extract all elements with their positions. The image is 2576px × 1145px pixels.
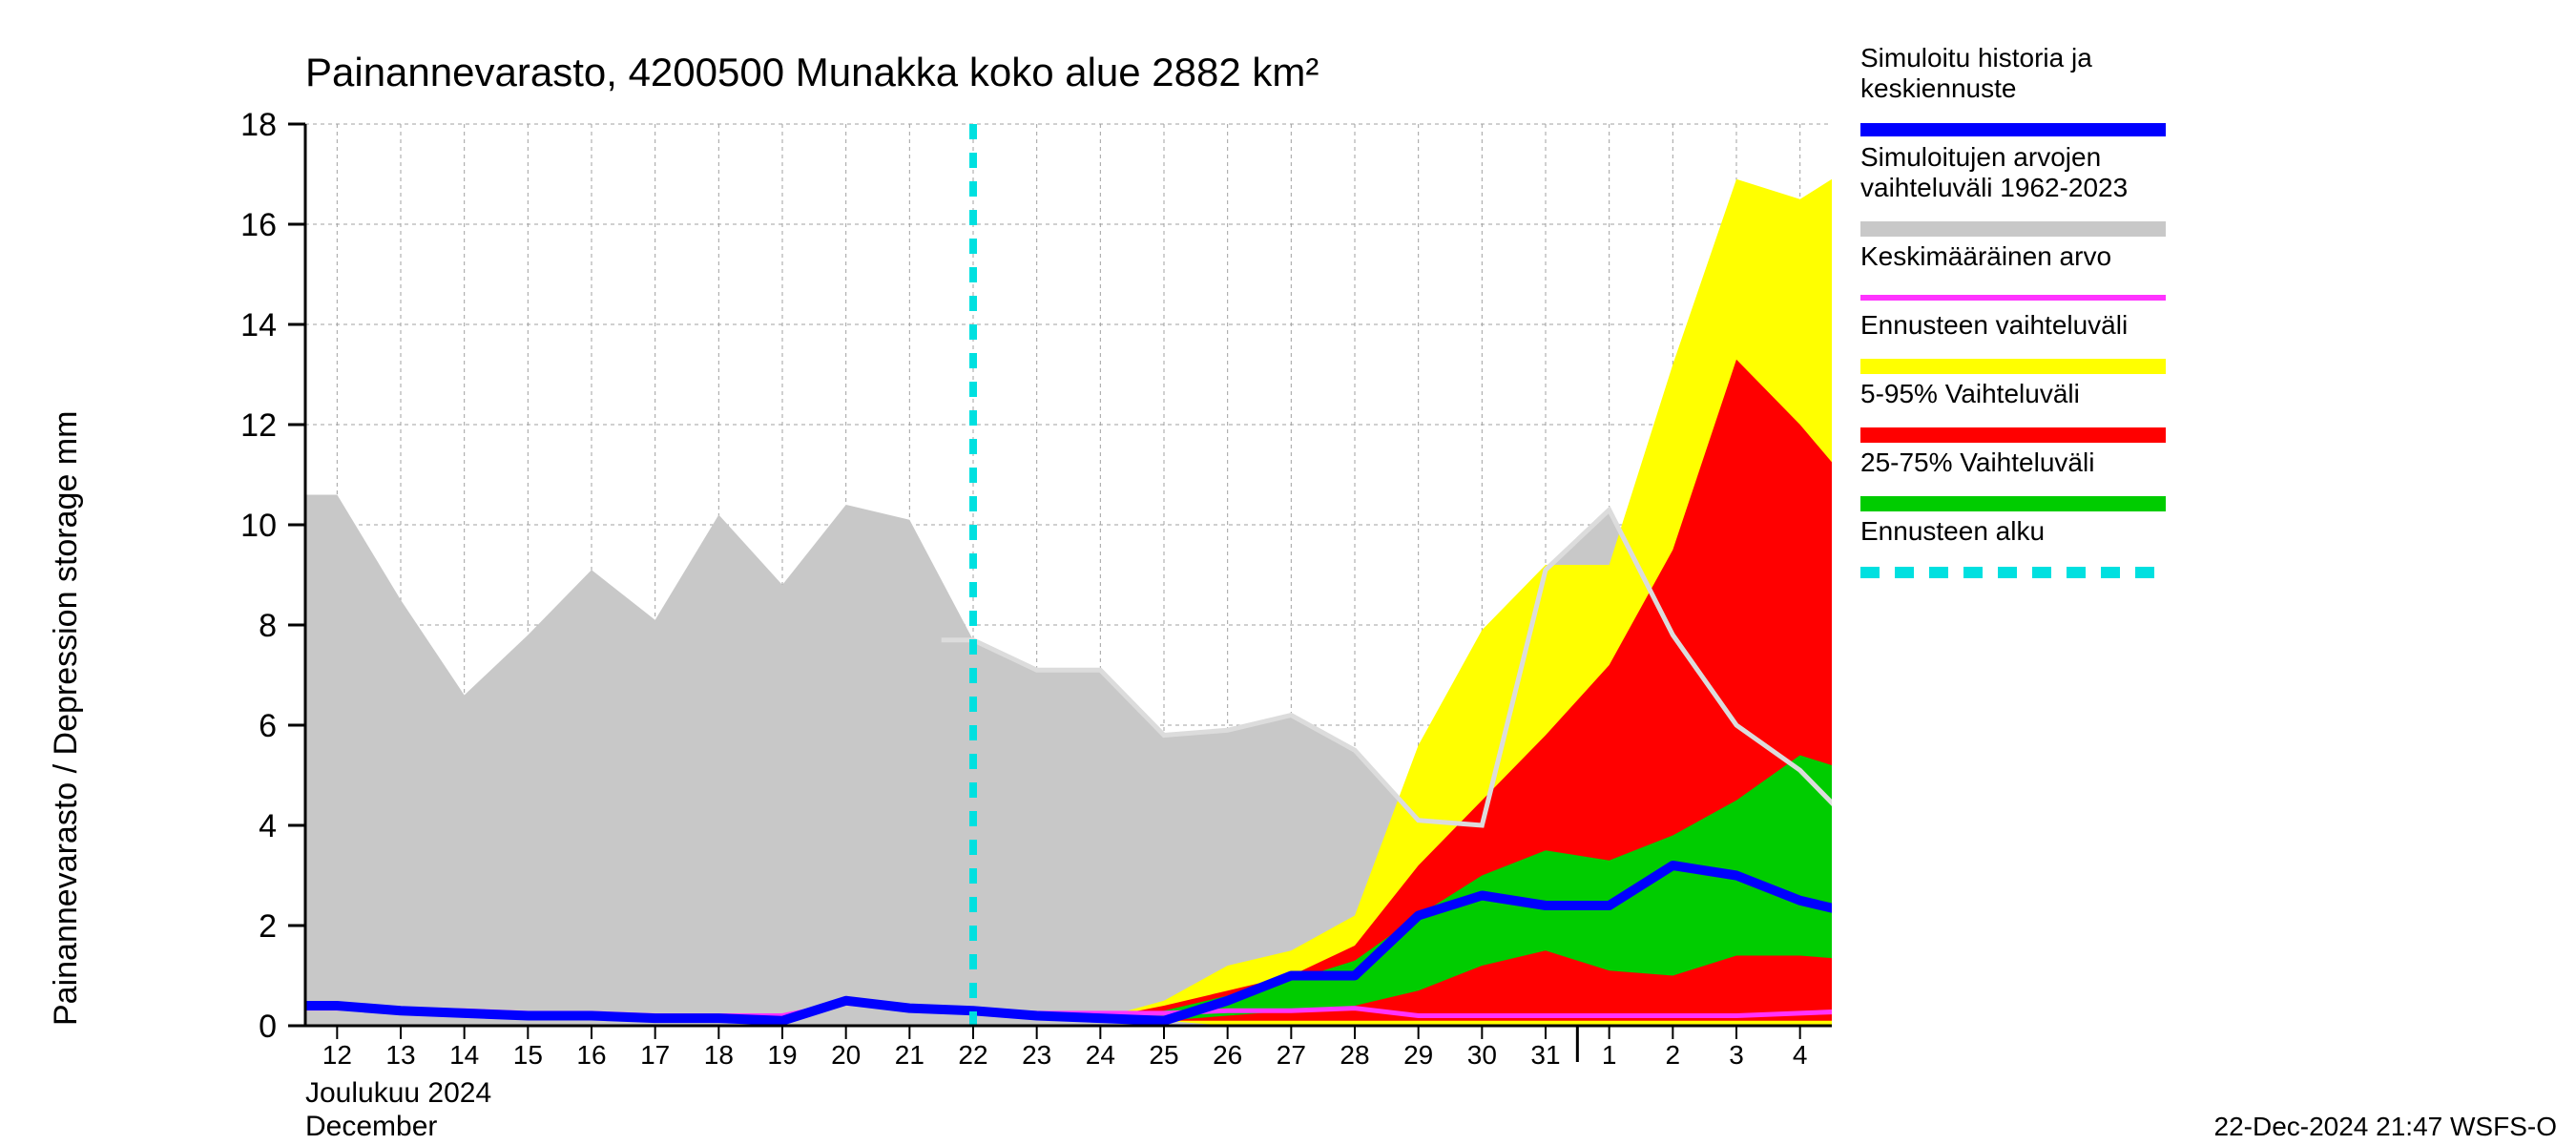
chart-container: 0246810121416181213141516171819202122232… — [0, 0, 2576, 1145]
x-tick-label: 18 — [704, 1040, 734, 1070]
y-tick-label: 8 — [259, 608, 277, 644]
x-tick-label: 25 — [1149, 1040, 1178, 1070]
legend-swatch — [1860, 221, 2166, 237]
legend-swatch — [1860, 496, 2166, 511]
y-tick-label: 4 — [259, 808, 277, 844]
chart-title: Painannevarasto, 4200500 Munakka koko al… — [305, 50, 1319, 94]
y-tick-label: 16 — [240, 207, 277, 243]
y-tick-label: 14 — [240, 307, 277, 344]
legend-swatch — [1860, 359, 2166, 374]
y-tick-label: 18 — [240, 107, 277, 143]
x-tick-label: 17 — [640, 1040, 670, 1070]
legend-label: 25-75% Vaihteluväli — [1860, 448, 2094, 477]
y-tick-label: 10 — [240, 508, 277, 544]
footer-text: 22-Dec-2024 21:47 WSFS-O — [2214, 1112, 2558, 1141]
x-tick-label: 20 — [831, 1040, 861, 1070]
x-tick-label: 29 — [1403, 1040, 1433, 1070]
x-tick-label: 4 — [1793, 1040, 1808, 1070]
x-tick-label: 28 — [1340, 1040, 1369, 1070]
legend-swatch — [1860, 427, 2166, 443]
legend-label: 5-95% Vaihteluväli — [1860, 379, 2080, 408]
x-tick-label: 14 — [449, 1040, 479, 1070]
x-tick-label: 13 — [385, 1040, 415, 1070]
x-tick-label: 2 — [1666, 1040, 1681, 1070]
x-tick-label: 31 — [1530, 1040, 1560, 1070]
x-tick-label: 16 — [576, 1040, 606, 1070]
legend-label: Keskimääräinen arvo — [1860, 241, 2111, 271]
x-tick-label: 12 — [322, 1040, 352, 1070]
legend-label: Ennusteen alku — [1860, 516, 2045, 546]
x-tick-label: 26 — [1213, 1040, 1242, 1070]
x-tick-label: 19 — [767, 1040, 797, 1070]
y-tick-label: 6 — [259, 708, 277, 744]
x-tick-label: 27 — [1277, 1040, 1306, 1070]
y-tick-label: 2 — [259, 908, 277, 945]
x-tick-label: 30 — [1467, 1040, 1497, 1070]
chart-svg: 0246810121416181213141516171819202122232… — [0, 0, 2576, 1145]
y-axis-label: Painannevarasto / Depression storage mm — [48, 411, 84, 1026]
x-tick-label: 23 — [1022, 1040, 1051, 1070]
y-tick-label: 0 — [259, 1009, 277, 1045]
legend-label: keskiennuste — [1860, 73, 2016, 103]
legend-label: vaihteluväli 1962-2023 — [1860, 173, 2128, 202]
legend: Simuloitu historia jakeskiennuste Simuloi… — [1860, 43, 2166, 572]
x-sublabel-1: Joulukuu 2024 — [305, 1077, 491, 1109]
x-tick-label: 24 — [1086, 1040, 1115, 1070]
x-tick-label: 3 — [1729, 1040, 1744, 1070]
x-sublabel-2: December — [305, 1111, 437, 1142]
legend-label: Simuloitu historia ja — [1860, 43, 2092, 73]
legend-label: Ennusteen vaihteluväli — [1860, 310, 2128, 340]
legend-label: Simuloitujen arvojen — [1860, 142, 2101, 172]
x-tick-label: 22 — [958, 1040, 987, 1070]
x-tick-label: 15 — [513, 1040, 543, 1070]
x-tick-label: 1 — [1602, 1040, 1617, 1070]
x-tick-label: 21 — [895, 1040, 924, 1070]
y-tick-label: 12 — [240, 407, 277, 444]
